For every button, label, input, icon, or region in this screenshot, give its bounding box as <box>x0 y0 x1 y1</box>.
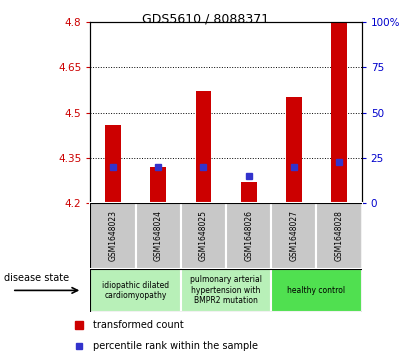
Bar <box>90 269 181 312</box>
Text: GSM1648027: GSM1648027 <box>289 211 298 261</box>
Bar <box>181 269 271 312</box>
Bar <box>286 97 302 203</box>
Text: healthy control: healthy control <box>287 286 346 295</box>
Bar <box>271 269 362 312</box>
Text: GSM1648025: GSM1648025 <box>199 211 208 261</box>
Text: GSM1648024: GSM1648024 <box>154 211 163 261</box>
Bar <box>90 203 136 269</box>
Text: GSM1648028: GSM1648028 <box>335 211 344 261</box>
Bar <box>136 203 181 269</box>
Bar <box>241 182 256 203</box>
Bar <box>105 125 121 203</box>
Bar <box>150 167 166 203</box>
Text: idiopathic dilated
cardiomyopathy: idiopathic dilated cardiomyopathy <box>102 281 169 300</box>
Bar <box>316 203 362 269</box>
Bar <box>196 91 211 203</box>
Text: GDS5610 / 8088371: GDS5610 / 8088371 <box>142 13 269 26</box>
Bar <box>226 203 271 269</box>
Text: pulmonary arterial
hypertension with
BMPR2 mutation: pulmonary arterial hypertension with BMP… <box>190 276 262 305</box>
Text: GSM1648026: GSM1648026 <box>244 211 253 261</box>
Bar <box>331 22 347 203</box>
Text: disease state: disease state <box>4 273 69 283</box>
Text: GSM1648023: GSM1648023 <box>109 211 118 261</box>
Text: percentile rank within the sample: percentile rank within the sample <box>93 341 258 351</box>
Bar <box>271 203 316 269</box>
Text: transformed count: transformed count <box>93 321 184 330</box>
Bar <box>181 203 226 269</box>
